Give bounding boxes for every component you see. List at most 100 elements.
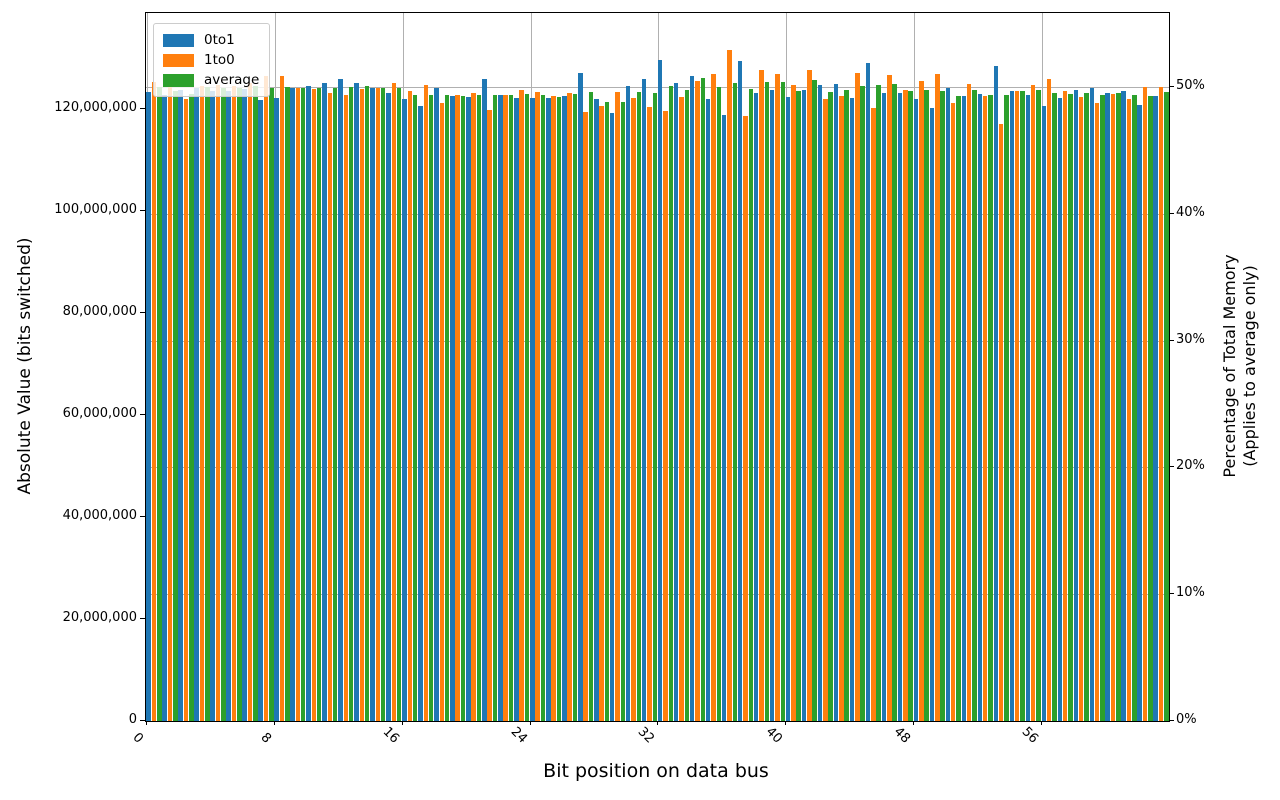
bar-0to1 xyxy=(1089,87,1094,721)
bar-average xyxy=(348,87,354,721)
y-left-tick-mark xyxy=(140,618,145,619)
y-right-tick-mark xyxy=(1169,212,1174,214)
bar-0to1 xyxy=(657,60,663,721)
bar-0to1 xyxy=(769,90,775,721)
bar-group xyxy=(322,13,338,721)
bar-0to1 xyxy=(530,97,535,721)
bar-1to0 xyxy=(487,110,492,721)
bar-0to1 xyxy=(338,79,343,721)
bar-average xyxy=(716,86,722,721)
bar-0to1 xyxy=(258,99,263,721)
h-gridline xyxy=(146,594,1169,596)
bar-1to0 xyxy=(263,76,269,721)
bar-group xyxy=(1073,13,1090,721)
bar-1to0 xyxy=(727,50,732,721)
bar-average xyxy=(860,85,865,721)
bar-1to0 xyxy=(743,116,748,721)
bar-group xyxy=(801,13,818,721)
bar-1to0 xyxy=(966,83,972,721)
bar-1to0 xyxy=(199,86,205,721)
bar-1to0 xyxy=(1094,103,1100,721)
bar-average xyxy=(1004,95,1009,721)
bar-average xyxy=(285,86,290,721)
bar-1to0 xyxy=(455,95,460,721)
bar-group xyxy=(418,13,434,721)
bar-average xyxy=(588,92,594,721)
bar-group xyxy=(609,13,626,721)
bar-average xyxy=(1020,90,1025,721)
bar-1to0 xyxy=(871,107,876,721)
bar-0to1 xyxy=(306,86,311,721)
bar-0to1 xyxy=(641,79,647,721)
bar-0to1 xyxy=(482,79,487,721)
bar-1to0 xyxy=(391,82,397,721)
bar-group xyxy=(210,13,226,721)
bar-0to1 xyxy=(961,96,967,721)
bar-1to0 xyxy=(982,96,988,721)
bar-0to1 xyxy=(546,97,551,721)
x-tick-mark xyxy=(401,721,403,725)
bar-1to0 xyxy=(919,81,924,721)
bar-average xyxy=(1084,93,1089,721)
plot-area: 0to1 1to0 average xyxy=(145,12,1170,722)
x-axis-label: Bit position on data bus xyxy=(543,760,769,782)
bar-average xyxy=(764,81,770,721)
bar-0to1 xyxy=(705,99,711,721)
bar-average xyxy=(1132,95,1137,721)
bar-average xyxy=(1116,93,1121,721)
bar-0to1 xyxy=(1057,97,1063,721)
bar-1to0 xyxy=(663,111,668,721)
bar-average xyxy=(1052,92,1057,721)
bar-group xyxy=(562,13,578,721)
bar-average xyxy=(844,89,849,721)
bar-group xyxy=(641,13,658,721)
bar-average xyxy=(892,84,897,721)
bar-average xyxy=(396,87,402,721)
bar-group xyxy=(306,13,322,721)
bar-average xyxy=(476,95,482,721)
bar-group xyxy=(546,13,562,721)
bar-average xyxy=(604,102,610,721)
bar-group xyxy=(146,13,162,721)
bar-1to0 xyxy=(359,88,365,721)
bar-1to0 xyxy=(247,83,253,721)
bar-1to0 xyxy=(167,86,173,721)
bar-0to1 xyxy=(1041,105,1047,721)
y-left-tick-label: 80,000,000 xyxy=(62,304,137,319)
bar-average xyxy=(748,88,754,721)
x-tick-mark xyxy=(274,721,276,725)
bar-average xyxy=(332,87,338,721)
y-right-tick-mark xyxy=(1169,466,1174,468)
y-axis-label-right: Percentage of Total Memory (Applies to a… xyxy=(1220,254,1260,477)
bar-group xyxy=(274,13,290,721)
bar-1to0 xyxy=(855,73,860,721)
bar-1to0 xyxy=(471,93,476,721)
bar-group xyxy=(705,13,722,721)
bar-group xyxy=(498,13,514,721)
bar-average xyxy=(1100,95,1105,721)
bar-1to0 xyxy=(535,92,540,721)
y-left-tick-label: 40,000,000 xyxy=(62,508,137,523)
y-left-tick-mark xyxy=(140,720,145,721)
bar-group xyxy=(226,13,242,721)
bar-average xyxy=(524,93,530,721)
bar-0to1 xyxy=(897,92,903,721)
bar-0to1 xyxy=(178,89,183,721)
bar-0to1 xyxy=(929,107,935,721)
bar-average xyxy=(173,90,178,721)
bar-group xyxy=(833,13,850,721)
bar-group xyxy=(1057,13,1074,721)
bar-0to1 xyxy=(322,82,327,721)
bar-group xyxy=(402,13,418,721)
y-right-tick-label: 10% xyxy=(1176,585,1205,601)
bar-0to1 xyxy=(833,83,839,721)
bar-1to0 xyxy=(279,75,285,721)
legend-item-1to0: 1to0 xyxy=(163,50,259,70)
bar-group xyxy=(689,13,706,721)
bar-1to0 xyxy=(935,74,940,721)
bar-0to1 xyxy=(865,62,871,721)
bar-1to0 xyxy=(823,98,828,721)
bar-1to0 xyxy=(1142,87,1148,721)
bar-average xyxy=(492,94,498,721)
bar-average xyxy=(508,95,514,721)
